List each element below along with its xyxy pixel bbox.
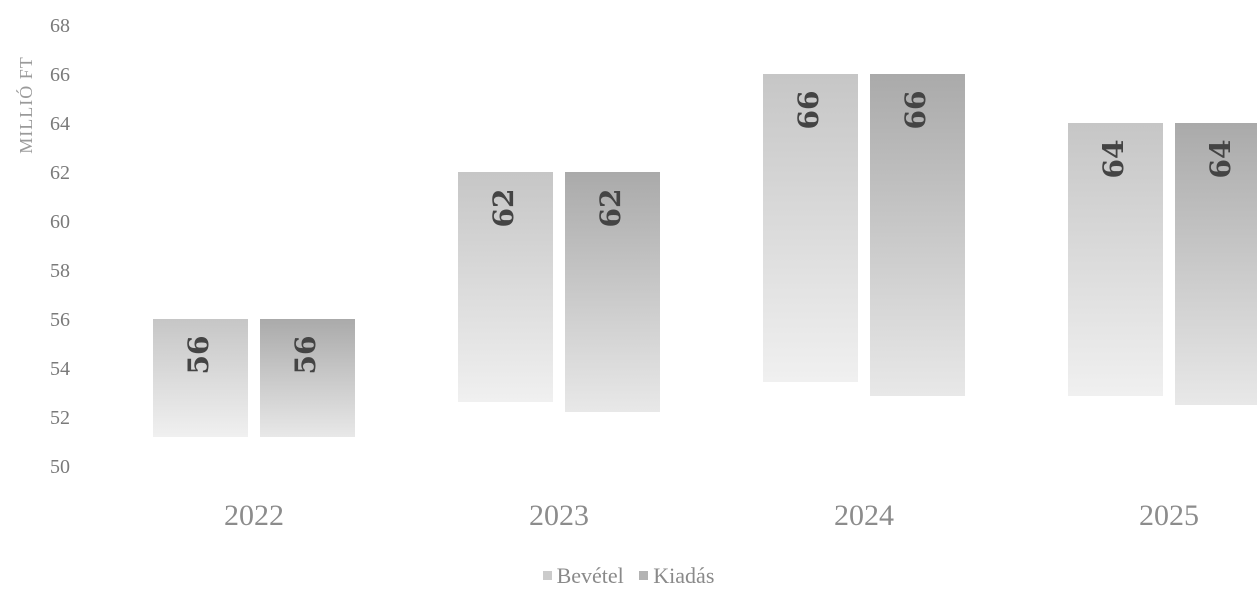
y-tick-label: 66 [50, 64, 70, 86]
y-axis: 50 52 54 56 58 60 62 64 66 68 [50, 15, 70, 478]
legend-item-bevetel: Bevétel [542, 562, 624, 589]
bar-value-label: 66 [792, 91, 825, 130]
x-tick-label: 2022 [224, 499, 284, 532]
y-tick-label: 56 [50, 309, 70, 331]
y-tick-label: 52 [50, 407, 70, 429]
bar-value-label: 62 [594, 189, 627, 228]
bar-kiadás-2022 [260, 319, 355, 437]
bar-bevétel-2024 [763, 74, 858, 382]
bar-kiadás-2025 [1175, 123, 1257, 405]
x-tick-label: 2023 [529, 499, 589, 532]
y-tick-label: 62 [50, 162, 70, 184]
y-tick-label: 50 [50, 456, 70, 478]
legend-item-kiadas: Kiadás [639, 563, 714, 589]
y-tick-label: 54 [50, 358, 70, 380]
bar-value-label: 56 [289, 336, 322, 375]
bar-value-label: 56 [182, 336, 215, 375]
bar-value-label: 64 [1204, 140, 1237, 179]
bar-value-label: 66 [899, 91, 932, 130]
bar-bevétel-2022 [153, 319, 248, 437]
y-tick-label: 64 [50, 113, 70, 135]
bar-series: 56 56 62 62 66 66 64 64 [153, 74, 1257, 437]
bar-value-label: 64 [1097, 140, 1130, 179]
bar-kiadás-2024 [870, 74, 965, 396]
y-tick-label: 58 [50, 260, 70, 282]
legend-swatch-kiadas [639, 571, 649, 580]
legend: Bevétel Kiadás [0, 560, 1257, 589]
x-axis: 2022 2023 2024 2025 [224, 499, 1199, 532]
bar-value-label: 62 [487, 189, 520, 228]
legend-swatch-bevetel [542, 571, 552, 580]
bar-chart: MILLIÓ FT 50 52 54 56 58 60 62 64 66 68 56 56 62 62 6… [15, 15, 1257, 532]
y-tick-label: 60 [50, 211, 70, 233]
y-tick-label: 68 [50, 15, 70, 37]
legend-label-kiadas: Kiadás [653, 562, 715, 588]
x-tick-label: 2025 [1139, 499, 1199, 532]
bar-kiadás-2023 [565, 172, 660, 412]
bar-bevétel-2023 [458, 172, 553, 402]
bar-bevétel-2025 [1068, 123, 1163, 396]
legend-label-bevetel: Bevétel [556, 562, 624, 588]
y-axis-label: MILLIÓ FT [15, 56, 36, 154]
x-tick-label: 2024 [834, 499, 894, 532]
